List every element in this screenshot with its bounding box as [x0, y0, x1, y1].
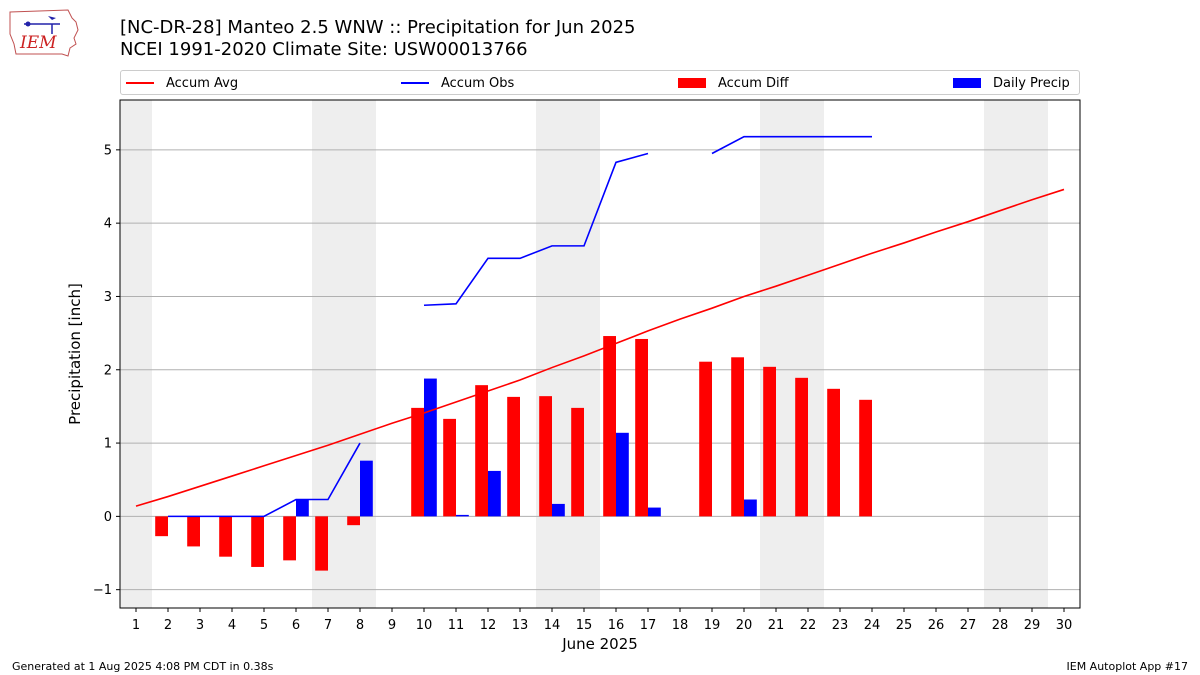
- daily-precip-bar: [296, 499, 309, 517]
- accum-diff-bar: [763, 366, 776, 517]
- legend-swatch-accum-obs: [401, 82, 429, 84]
- accum-diff-bar: [795, 377, 808, 517]
- iowa-map-logo-graphic: IEM: [9, 9, 79, 57]
- x-tick-label: 13: [512, 618, 529, 633]
- x-tick-label: 20: [736, 618, 753, 633]
- y-tick-label: −1: [93, 583, 112, 598]
- chart-title: [NC-DR-28] Manteo 2.5 WNW :: Precipitati…: [120, 17, 636, 38]
- accum-diff-bar: [603, 336, 616, 517]
- accum-diff-bar: [155, 516, 168, 537]
- accum-diff-bar: [859, 399, 872, 517]
- x-tick-label: 9: [388, 618, 396, 633]
- logo-text: IEM: [19, 33, 57, 53]
- accum-diff-bar: [347, 516, 360, 526]
- accum-diff-bar: [475, 385, 488, 517]
- x-tick-label: 7: [324, 618, 332, 633]
- daily-precip-bar: [648, 507, 661, 517]
- y-tick-label: 2: [104, 363, 112, 378]
- x-tick-label: 24: [864, 618, 881, 633]
- x-tick-label: 30: [1056, 618, 1073, 633]
- chart-subtitle: NCEI 1991-2020 Climate Site: USW00013766: [120, 39, 528, 60]
- accum-diff-bar: [219, 516, 232, 557]
- daily-precip-bar: [456, 514, 469, 517]
- weekend-shade: [984, 100, 1048, 608]
- x-tick-label: 25: [896, 618, 913, 633]
- daily-precip-bar: [360, 460, 373, 517]
- accum-diff-bar: [507, 396, 520, 517]
- x-tick-label: 5: [260, 618, 268, 633]
- x-tick-label: 2: [164, 618, 172, 633]
- x-tick-label: 3: [196, 618, 204, 633]
- y-tick-label: 1: [104, 437, 112, 452]
- accum-diff-bar: [731, 357, 744, 517]
- plot-frame: [119, 99, 1081, 609]
- y-tick-label: 4: [104, 217, 112, 232]
- legend: Accum Avg Accum Obs Accum Diff Daily Pre…: [120, 70, 1080, 95]
- x-tick-label: 11: [448, 618, 465, 633]
- legend-item-daily-precip: Daily Precip: [953, 74, 1070, 92]
- x-tick-label: 29: [1024, 618, 1041, 633]
- legend-label-accum-diff: Accum Diff: [718, 75, 789, 91]
- weekend-shade: [760, 100, 824, 608]
- accum-diff-bar: [187, 516, 200, 547]
- legend-label-accum-obs: Accum Obs: [441, 75, 515, 91]
- accum-diff-bar: [827, 388, 840, 517]
- accum-diff-bar: [283, 516, 296, 561]
- y-tick-label: 0: [104, 510, 112, 525]
- accum-avg-line: [135, 188, 1065, 507]
- accum-obs-line: [423, 152, 649, 307]
- y-axis-label: Precipitation [inch]: [66, 283, 84, 425]
- legend-item-accum-avg: Accum Avg: [126, 74, 238, 92]
- daily-precip-bar: [552, 503, 565, 517]
- accum-diff-bar: [411, 407, 424, 517]
- daily-precip-bar: [616, 432, 629, 517]
- legend-swatch-accum-avg: [126, 82, 154, 84]
- legend-label-accum-avg: Accum Avg: [166, 75, 239, 91]
- x-tick-label: 15: [576, 618, 593, 633]
- weekend-shade: [120, 100, 152, 608]
- daily-precip-bar: [424, 378, 437, 517]
- accum-diff-bar: [571, 407, 584, 517]
- x-tick-label: 21: [768, 618, 785, 633]
- y-tick-label: 5: [104, 143, 112, 158]
- x-tick-label: 14: [544, 618, 561, 633]
- x-axis-label: June 2025: [561, 635, 638, 653]
- legend-label-daily-precip: Daily Precip: [993, 75, 1070, 91]
- x-tick-label: 26: [928, 618, 945, 633]
- accum-obs-line: [168, 442, 361, 518]
- legend-item-accum-diff: Accum Diff: [678, 74, 789, 92]
- x-tick-label: 1: [132, 618, 140, 633]
- accum-diff-bar: [699, 361, 712, 517]
- accum-diff-bar: [539, 396, 552, 517]
- iem-logo: IEM: [6, 4, 82, 64]
- x-tick-label: 8: [356, 618, 364, 633]
- accum-diff-bar: [315, 516, 328, 571]
- x-tick-label: 18: [672, 618, 689, 633]
- accum-diff-bar: [635, 338, 648, 517]
- x-tick-label: 28: [992, 618, 1009, 633]
- accum-diff-bar: [443, 418, 456, 517]
- legend-swatch-accum-diff: [678, 78, 706, 88]
- x-tick-label: 12: [480, 618, 497, 633]
- footer-generated-text: Generated at 1 Aug 2025 4:08 PM CDT in 0…: [12, 660, 274, 673]
- x-tick-label: 16: [608, 618, 625, 633]
- legend-item-accum-obs: Accum Obs: [401, 74, 514, 92]
- x-tick-label: 4: [228, 618, 236, 633]
- accum-diff-bar: [251, 516, 264, 567]
- footer-app-text: IEM Autoplot App #17: [1066, 660, 1189, 673]
- daily-precip-bar: [744, 499, 757, 517]
- accum-obs-line: [711, 135, 872, 155]
- x-tick-label: 10: [416, 618, 433, 633]
- daily-precip-bar: [488, 470, 501, 517]
- x-tick-label: 27: [960, 618, 977, 633]
- x-tick-label: 22: [800, 618, 817, 633]
- x-tick-label: 19: [704, 618, 721, 633]
- x-tick-label: 17: [640, 618, 657, 633]
- legend-swatch-daily-precip: [953, 78, 981, 88]
- y-tick-label: 3: [104, 290, 112, 305]
- x-tick-label: 23: [832, 618, 849, 633]
- x-tick-label: 6: [292, 618, 300, 633]
